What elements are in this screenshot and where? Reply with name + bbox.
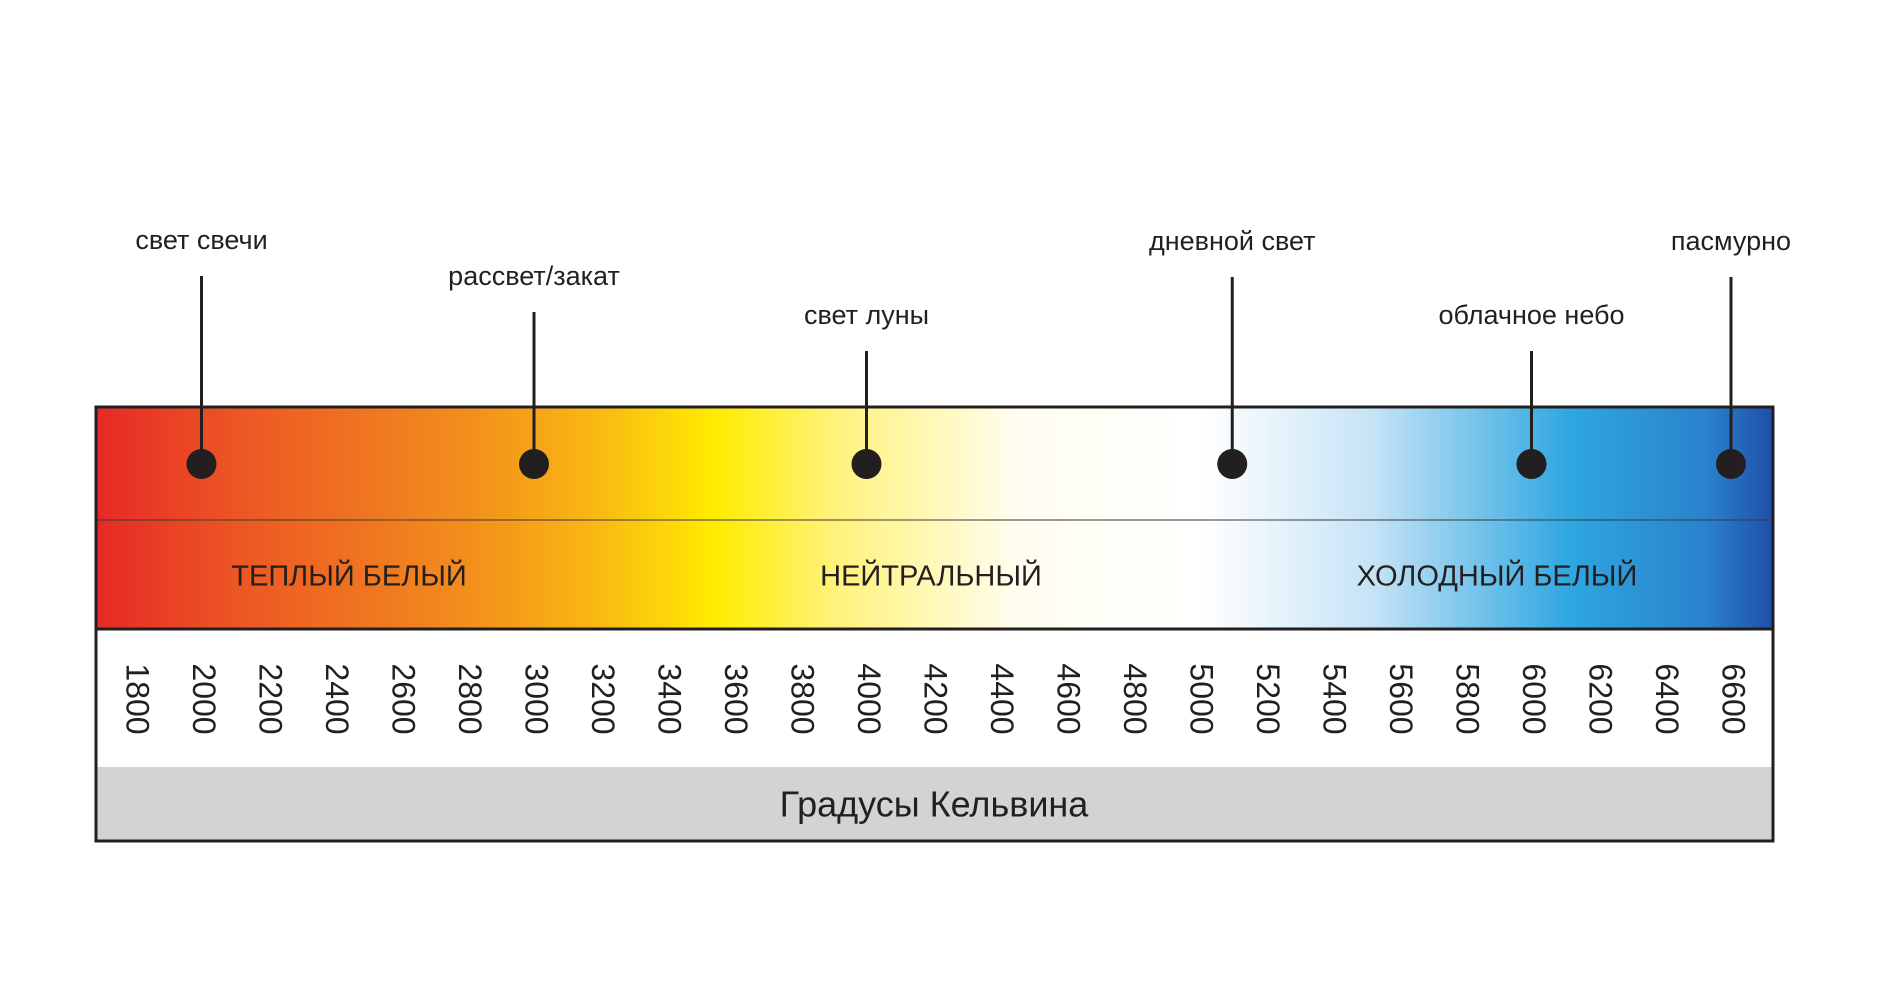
unit-area — [96, 767, 1773, 841]
tick-label: 2800 — [452, 663, 488, 734]
tick-label: 4400 — [984, 663, 1020, 734]
tick-label: 3800 — [785, 663, 821, 734]
tick-label: 4200 — [918, 663, 954, 734]
marker-label: облачное небо — [1438, 300, 1624, 330]
marker-label: пасмурно — [1671, 226, 1791, 256]
tick-label: 3600 — [718, 663, 754, 734]
tick-label: 1800 — [120, 663, 156, 734]
frame — [94, 405, 1775, 843]
marker-dot — [1217, 449, 1248, 479]
unit-label: Градусы Кельвина — [780, 784, 1090, 825]
marker-label: свет луны — [804, 300, 929, 330]
marker-dot — [1716, 449, 1746, 479]
tick-label: 4800 — [1117, 663, 1153, 734]
tick-label: 2000 — [186, 663, 222, 734]
tick-label: 6600 — [1716, 663, 1752, 734]
tick-label: 6200 — [1583, 663, 1619, 734]
tick-label: 6000 — [1516, 663, 1552, 734]
marker-dot — [851, 449, 882, 479]
tick-area — [96, 629, 1773, 767]
tick-label: 3000 — [519, 663, 555, 734]
zone-label: ХОЛОДНЫЙ БЕЛЫЙ — [1357, 559, 1638, 593]
zone-label: ТЕПЛЫЙ БЕЛЫЙ — [231, 559, 466, 593]
marker-label: дневной свет — [1149, 226, 1316, 256]
tick-label: 2400 — [319, 663, 355, 734]
color-band — [96, 407, 1773, 629]
tick-label: 3400 — [652, 663, 688, 734]
tick-label: 4000 — [851, 663, 887, 734]
tick-label: 5000 — [1184, 663, 1220, 734]
tick-label: 2200 — [253, 663, 289, 734]
diagram-layer: 1800 2000 2200 2400 2600 2800 3000 3200 3400 3600… — [120, 225, 1792, 734]
tick-label: 5400 — [1317, 663, 1353, 734]
marker-label: рассвет/закат — [448, 261, 620, 291]
marker-dot — [519, 449, 549, 479]
tick-label: 5600 — [1383, 663, 1419, 734]
tick-label: 2600 — [386, 663, 422, 734]
zone-label: НЕЙТРАЛЬНЫЙ — [820, 559, 1042, 593]
tick-label: 5800 — [1450, 663, 1486, 734]
marker-label: свет свечи — [135, 225, 267, 255]
tick-label: 4600 — [1051, 663, 1087, 734]
tick-label: 6400 — [1649, 663, 1685, 734]
tick-label: 3200 — [585, 663, 621, 734]
marker-dot — [186, 449, 217, 479]
tick-label: 5200 — [1250, 663, 1286, 734]
marker-dot — [1516, 449, 1547, 479]
